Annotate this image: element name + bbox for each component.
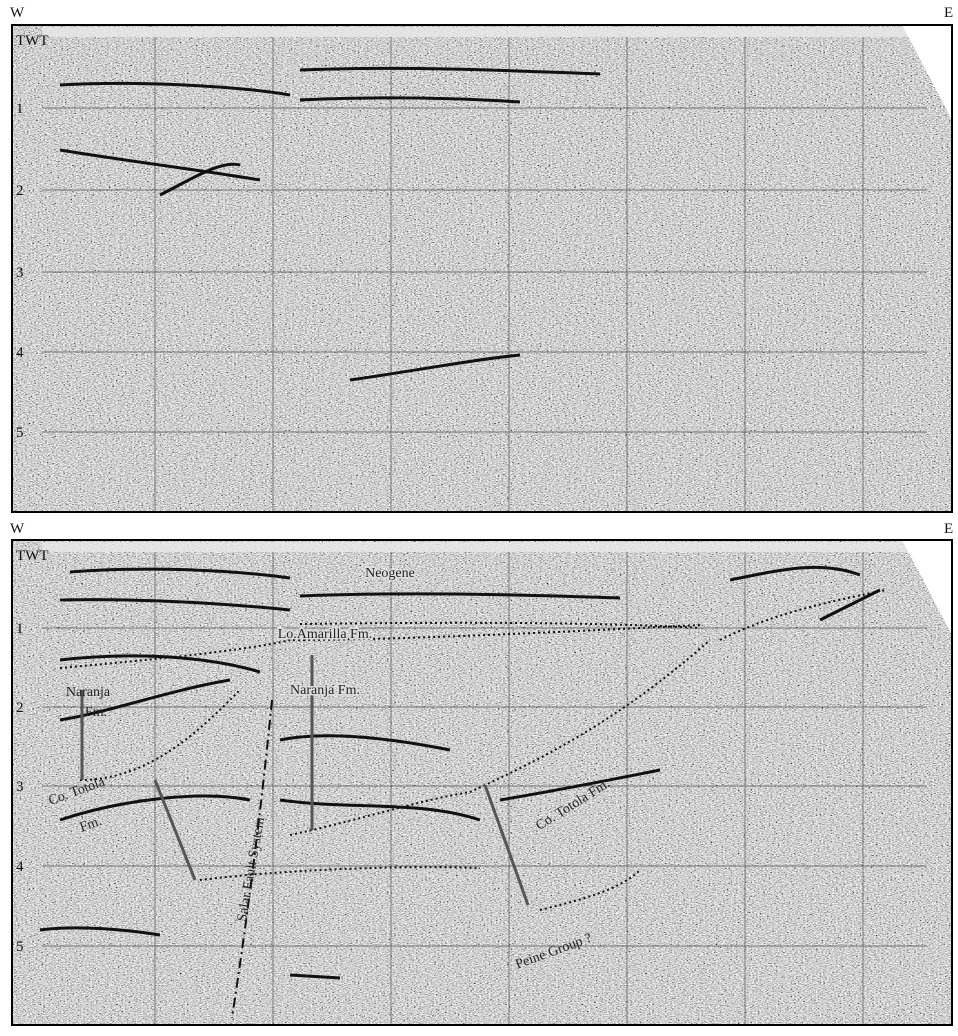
water-layer: [42, 27, 922, 37]
depth-label: 5: [16, 939, 24, 955]
depth-label: 2: [16, 700, 24, 716]
water-layer: [42, 542, 922, 552]
reflector: [279, 734, 451, 752]
horizon: [719, 589, 886, 641]
reflector: [59, 598, 291, 612]
reflector: [499, 768, 661, 802]
reflector: [279, 798, 481, 822]
depth-label: 3: [16, 265, 24, 281]
reflector: [69, 567, 291, 580]
reflector: [299, 96, 521, 104]
depth-label: 1: [16, 101, 24, 117]
reflector: [59, 678, 231, 722]
east-label: E: [944, 521, 953, 537]
reflector: [59, 654, 261, 674]
reflector: [59, 81, 291, 97]
panel-border: [11, 539, 953, 1026]
edge-mask: [902, 540, 952, 635]
twt-label: TWT: [16, 33, 48, 49]
annotation: Naranja Fm.: [290, 683, 360, 698]
depth-label: 4: [16, 859, 24, 875]
fault-well: [483, 784, 530, 906]
panel-border: [11, 24, 953, 513]
reflector: [819, 588, 881, 622]
seismic-panel: W E TWT 1 2 3 4 5 Neogene Lo.Amarilla Fm. Naranja …: [10, 521, 953, 1026]
west-label: W: [10, 521, 25, 537]
seismic-background: [12, 25, 952, 512]
reflector: [349, 353, 521, 382]
reflector: [59, 794, 251, 822]
annotation: Lo.Amarilla Fm.: [278, 627, 373, 642]
reflector: [39, 926, 161, 937]
horizon: [289, 639, 711, 836]
annotation: Fm.: [85, 705, 107, 720]
depth-label: 2: [16, 183, 24, 199]
edge-mask: [902, 25, 952, 120]
depth-label: 5: [16, 425, 24, 441]
reflector: [299, 592, 621, 600]
salar-fault: [231, 699, 273, 1019]
reflector: [299, 66, 601, 76]
horizon: [59, 624, 701, 669]
depth-label: 3: [16, 779, 24, 795]
reflector: [729, 565, 861, 582]
seismic-background: [12, 540, 952, 1025]
reflector: [59, 148, 261, 182]
annotation: Naranja: [66, 685, 111, 700]
annotation: Fm.: [78, 814, 104, 836]
east-label: E: [944, 5, 953, 21]
fault-well: [153, 779, 197, 881]
reflector: [289, 973, 341, 980]
annotation: Neogene: [365, 566, 415, 581]
horizon: [299, 621, 701, 629]
west-label: W: [10, 5, 25, 21]
depth-label: 1: [16, 621, 24, 637]
seismic-panel: W E TWT 1 2 3 4 5: [10, 5, 953, 513]
twt-label: TWT: [16, 548, 48, 564]
depth-label: 4: [16, 345, 24, 361]
horizon: [199, 866, 481, 881]
